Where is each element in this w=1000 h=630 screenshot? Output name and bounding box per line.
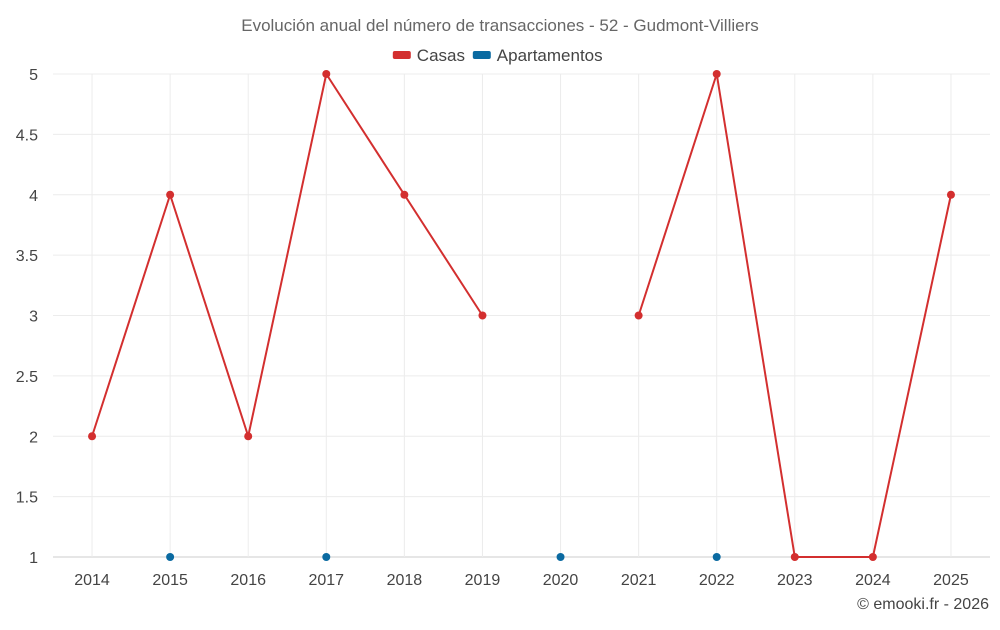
legend-label: Casas (417, 46, 465, 65)
legend-item-apartamentos[interactable]: Apartamentos (472, 46, 603, 65)
x-tick-label: 2015 (152, 572, 188, 589)
x-tick-label: 2023 (777, 572, 813, 589)
x-tick-label: 2022 (699, 572, 735, 589)
y-tick-label: 2 (29, 429, 38, 446)
y-tick-label: 5 (29, 67, 38, 84)
data-point[interactable] (478, 311, 487, 320)
data-point[interactable] (166, 190, 175, 199)
x-tick-label: 2017 (308, 572, 344, 589)
data-point[interactable] (166, 553, 175, 561)
x-axis: 2014 2015 2016 2017 2018 2019 2020 2021 2022 2023… (74, 572, 969, 589)
legend-item-casas[interactable]: Casas (392, 46, 465, 65)
y-axis: 1 1.5 2 2.5 3 3.5 4 4.5 5 (16, 67, 38, 567)
data-point[interactable] (88, 432, 97, 441)
data-point[interactable] (868, 553, 877, 561)
y-tick-label: 1 (29, 550, 38, 567)
y-tick-label: 3.5 (16, 248, 38, 265)
grid (53, 73, 990, 558)
data-point[interactable] (946, 190, 955, 199)
x-tick-label: 2019 (465, 572, 501, 589)
x-tick-label: 2024 (855, 572, 891, 589)
series-casas (88, 70, 955, 561)
legend-swatch (392, 51, 411, 59)
x-tick-label: 2025 (933, 572, 969, 589)
x-tick-label: 2018 (387, 572, 423, 589)
y-tick-label: 3 (29, 309, 38, 326)
legend-swatch (472, 51, 491, 59)
chart-title: Evolución anual del número de transaccio… (241, 16, 759, 35)
y-tick-label: 4.5 (16, 127, 38, 144)
credit-text: © emooki.fr - 2026 (857, 596, 989, 613)
data-point[interactable] (634, 311, 643, 320)
y-tick-label: 2.5 (16, 369, 38, 386)
data-point[interactable] (244, 432, 253, 441)
y-tick-label: 1.5 (16, 490, 38, 507)
legend: Casas Apartamentos (392, 46, 603, 65)
data-point[interactable] (322, 553, 331, 561)
x-tick-label: 2014 (74, 572, 110, 589)
x-tick-label: 2021 (621, 572, 657, 589)
legend-label: Apartamentos (497, 46, 603, 65)
data-point[interactable] (712, 70, 721, 78)
series-line (91, 73, 484, 438)
data-point[interactable] (556, 553, 565, 561)
series-layer (88, 70, 955, 561)
data-point[interactable] (790, 553, 799, 561)
series-apartamentos (166, 553, 721, 561)
data-point[interactable] (400, 190, 409, 199)
data-point[interactable] (712, 553, 721, 561)
data-point[interactable] (322, 70, 331, 78)
x-tick-label: 2020 (543, 572, 579, 589)
x-tick-label: 2016 (230, 572, 266, 589)
y-tick-label: 4 (29, 188, 38, 205)
